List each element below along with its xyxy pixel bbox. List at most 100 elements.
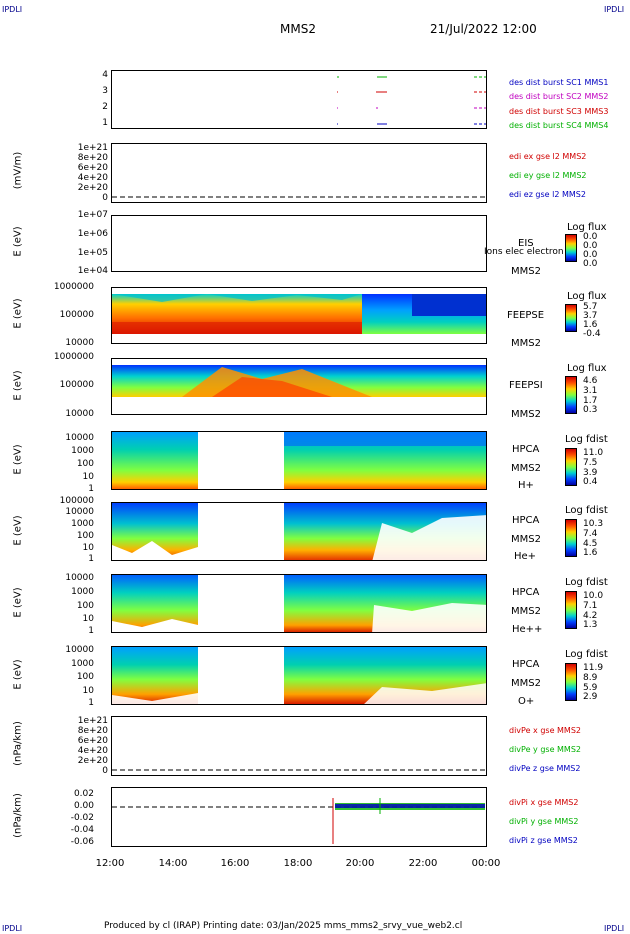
tick-label: 1000 <box>71 587 94 597</box>
colorbar-value: 4.5 <box>583 539 598 549</box>
tick-label: 4e+20 <box>77 173 108 183</box>
colorbar-value: 0.0 <box>583 259 598 269</box>
tick-label: 100 <box>76 459 94 469</box>
tick-label: 1 <box>88 554 94 564</box>
corner-label-tr: IPDLI <box>604 5 625 14</box>
legend-sc3: des dist burst SC3 MMS3 <box>509 107 609 116</box>
spacecraft-label: MMS2 <box>511 534 541 545</box>
tick-label: 0.00 <box>73 801 94 811</box>
species-label: He+ <box>514 551 537 562</box>
tick-label: 8e+20 <box>77 153 108 163</box>
colorbar-value: 10.0 <box>583 591 604 601</box>
x-tick-label: 14:00 <box>158 858 188 869</box>
spacecraft-label: MMS2 <box>511 266 541 277</box>
colorbar-value: 3.1 <box>583 386 598 396</box>
y-axis-label: E (eV) <box>12 515 24 546</box>
tick-label: 1e+05 <box>77 248 108 258</box>
legend-divpi-x: divPi x gse MMS2 <box>509 798 579 807</box>
x-tick-label: 12:00 <box>95 858 125 869</box>
tick-label: 4 <box>102 70 108 80</box>
x-tick-label: 00:00 <box>471 858 501 869</box>
tick-label: 1000 <box>71 659 94 669</box>
y-axis-label: E (eV) <box>12 587 24 618</box>
colorbar <box>565 448 577 486</box>
instrument-label: HPCA <box>512 444 540 455</box>
legend-divpe-x: divPe x gse MMS2 <box>509 726 581 735</box>
colorbar-value: 3.7 <box>583 311 598 321</box>
tick-label: 3 <box>102 86 108 96</box>
instrument-label: EIS <box>518 238 534 249</box>
y-axis-label: (mV/m) <box>12 151 24 190</box>
corner-label-bl: IPDLI <box>2 924 23 933</box>
legend-edi-z: edi ez gse l2 MMS2 <box>509 190 586 199</box>
colorbar-value: 7.4 <box>583 529 598 539</box>
tick-label: 10000 <box>65 433 94 443</box>
y-axis-label: (nPa/km) <box>12 721 24 766</box>
tick-label: 1000 <box>71 446 94 456</box>
tick-label: 2e+20 <box>77 183 108 193</box>
tick-label: 10 <box>82 686 94 696</box>
spacecraft-label: MMS2 <box>511 606 541 617</box>
panel-feepse <box>111 287 487 344</box>
panel-hpca-oplus <box>111 646 487 705</box>
tick-label: 10 <box>82 614 94 624</box>
tick-label: 100000 <box>59 380 94 390</box>
y-axis-label: E (eV) <box>12 298 24 329</box>
tick-label: 1 <box>88 484 94 494</box>
panel-divpe <box>111 716 487 776</box>
tick-label: 100 <box>76 531 94 541</box>
legend-divpi-y: divPi y gse MMS2 <box>509 817 579 826</box>
legend-sc4: des dist burst SC4 MMS4 <box>509 121 609 130</box>
tick-label: 2e+20 <box>77 756 108 766</box>
tick-label: 100000 <box>59 496 94 506</box>
tick-label: 0.02 <box>73 789 94 799</box>
y-axis-label: E (eV) <box>12 659 24 690</box>
colorbar-value: 10.3 <box>583 519 604 529</box>
legend-sc2: des dist burst SC2 MMS2 <box>509 92 609 101</box>
colorbar-value: 5.9 <box>583 683 598 693</box>
x-tick-label: 22:00 <box>408 858 438 869</box>
tick-label: 1 <box>102 118 108 128</box>
species-label: He++ <box>512 624 543 635</box>
colorbar-title: Log fdist <box>565 505 608 516</box>
panel-hpca-heplusplus <box>111 574 487 633</box>
colorbar-title: Log fdist <box>565 577 608 588</box>
colorbar-value: 7.1 <box>583 601 598 611</box>
instrument-label: HPCA <box>512 587 540 598</box>
x-tick-label: 18:00 <box>283 858 313 869</box>
overlay-label: Ions elec electron to <box>484 247 576 257</box>
colorbar <box>565 376 577 414</box>
plot-datetime: 21/Jul/2022 12:00 <box>430 22 537 36</box>
colorbar-value: 11.0 <box>583 448 604 458</box>
colorbar-value: 0.0 <box>583 232 598 242</box>
instrument-label: HPCA <box>512 515 540 526</box>
divpi-plot <box>112 798 486 844</box>
tick-label: -0.02 <box>70 813 94 823</box>
colorbar-value: 0.4 <box>583 477 598 487</box>
spacecraft-label: MMS2 <box>511 338 541 349</box>
tick-label: 10 <box>82 543 94 553</box>
tick-label: 6e+20 <box>77 163 108 173</box>
y-axis-label: (nPa/km) <box>12 793 24 838</box>
colorbar-value: 5.7 <box>583 302 598 312</box>
colorbar-value: 2.9 <box>583 692 598 702</box>
colorbar-value: 0.0 <box>583 250 598 260</box>
tick-label: 1e+21 <box>77 143 108 153</box>
instrument-label: HPCA <box>512 659 540 670</box>
species-label: O+ <box>518 696 535 707</box>
tick-label: 10000 <box>65 409 94 419</box>
colorbar-title: Log flux <box>567 222 607 233</box>
colorbar-value: 0.3 <box>583 405 598 415</box>
tick-label: 1e+04 <box>77 266 108 276</box>
legend-edi-x: edi ex gse l2 MMS2 <box>509 152 587 161</box>
tick-label: 2 <box>102 102 108 112</box>
legend-divpe-z: divPe z gse MMS2 <box>509 764 581 773</box>
spacecraft-label: MMS2 <box>511 409 541 420</box>
tick-label: 1e+21 <box>77 716 108 726</box>
y-axis-label: E (eV) <box>12 226 24 257</box>
colorbar-value: 1.6 <box>583 548 598 558</box>
tick-label: 1000000 <box>53 282 94 292</box>
colorbar-value: 7.5 <box>583 458 598 468</box>
panel-eis <box>111 215 487 272</box>
legend-sc1: des dist burst SC1 MMS1 <box>509 78 609 87</box>
